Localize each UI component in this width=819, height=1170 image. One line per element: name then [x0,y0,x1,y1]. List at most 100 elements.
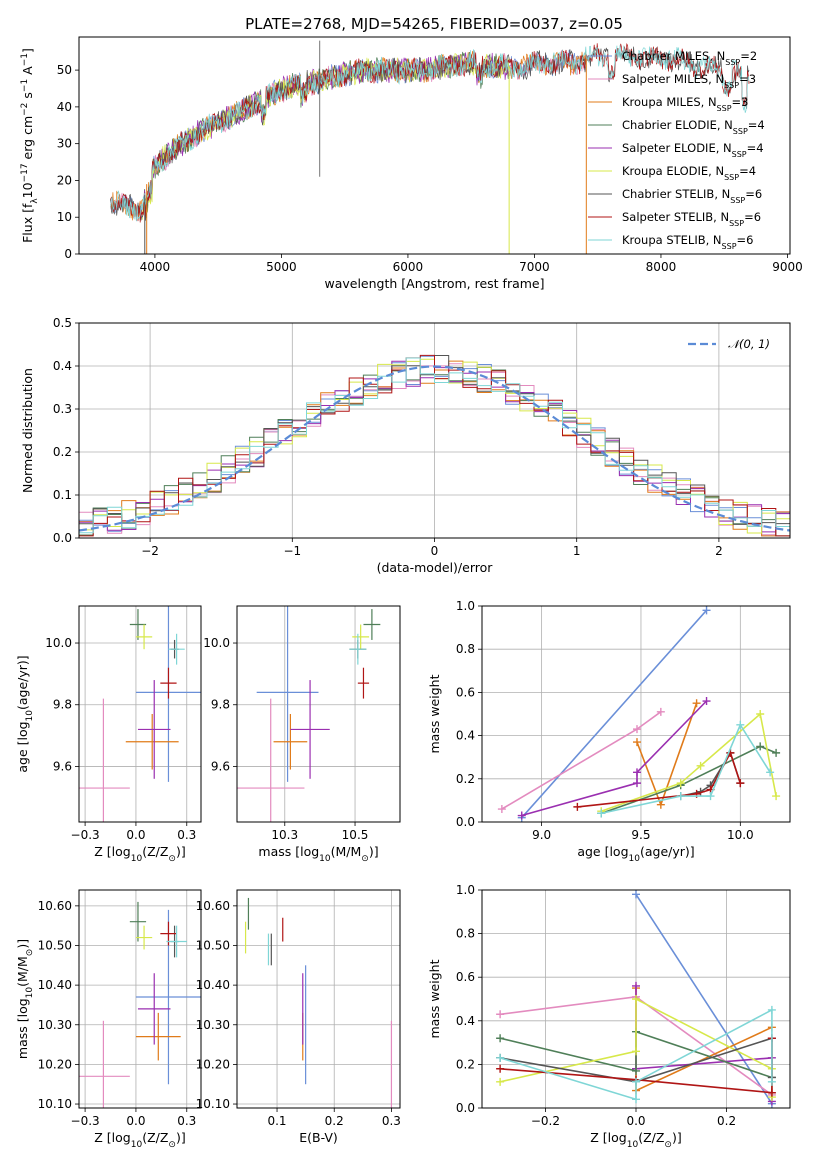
y-tick-label: 9.8 [53,698,72,712]
x-tick-label: 4000 [140,260,171,274]
y-tick-label: 0.2 [456,1057,475,1071]
legend-label-chabrier-elodie: Chabrier ELODIE, NSSP=4 [622,118,765,136]
y-tick-label: 10.10 [196,1097,230,1111]
errorbar-salpeter-stelib [160,667,177,699]
x-tick-label: 0 [431,544,439,558]
weight-marker [632,1047,640,1056]
errorbar-kroupa-miles [273,714,308,770]
y-tick-label: 10.30 [38,1018,72,1032]
x-tick-label: 0.0 [126,1114,145,1128]
y-tick-label: 0.1 [53,488,72,502]
x-tick-label: 0.3 [382,1114,401,1128]
weight-marker [772,748,781,757]
legend-label-kroupa-elodie: Kroupa ELODIE, NSSP=4 [622,164,756,182]
panel-residuals: 𝒩(0, 1) −2 −1 0 1 2 0.0 0.1 0.2 0.3 0.4 0.5 (data-mo… [20,316,791,575]
x-tick-label: 6000 [393,260,424,274]
errorbar-kroupa-elodie [135,925,153,950]
y-tick-label: 0.6 [456,970,475,984]
y-tick-label: 10.20 [196,1057,230,1071]
y-tick-label: 0.4 [456,729,475,743]
weight-marker [573,802,582,811]
plot-area-Z-age [79,606,201,822]
y-axis-label: Normed distribution [20,368,35,493]
y-axis-label: mass [log10(M/M⊙)] [15,939,35,1059]
weight-marker [632,981,640,990]
spectrum-line-kroupa-elodie [141,53,510,220]
weight-marker [656,800,665,809]
errorbar-salpeter-miles [79,1020,130,1108]
x-tick-label: 10.0 [727,828,754,842]
weight-marker [632,738,641,747]
axes-frame [481,605,791,823]
errorbar-kroupa-miles [125,714,179,770]
x-tick-label: 1 [573,544,581,558]
y-tick-label: 9.8 [211,698,230,712]
weight-marker [736,779,745,788]
x-axis-label: Z [log10(Z/Z⊙)] [94,844,185,864]
x-tick-label: 0.3 [177,1114,196,1128]
weight-marker [767,1005,776,1014]
errorbar-kroupa-stelib [349,633,367,665]
x-tick-label: −0.2 [531,1114,560,1128]
panel-spectrum: Chabrier MILES, NSSP=2 Salpeter MILES, NS… [20,36,803,291]
weight-marker [767,1077,776,1086]
y-tick-label: 10.50 [196,938,230,952]
errorbar-chabrier-miles [256,606,319,782]
legend-label-normal: 𝒩(0, 1) [728,337,770,351]
plot-area-Z-mass [79,901,201,1108]
plot-area-spectrum [110,40,750,254]
axes-frame [78,605,202,823]
x-tick-label: 2 [715,544,723,558]
weight-marker [597,809,606,818]
y-tick-label: 1.0 [456,883,475,897]
panel-Z-age: −0.3 0.0 0.3 9.6 9.8 10.0 Z [log10(Z/Z⊙)] age [… [15,605,202,864]
errorbar-salpeter-miles [79,698,130,822]
y-tick-label: 0.6 [456,685,475,699]
y-tick-label: 0.0 [456,1101,475,1115]
weight-marker [756,742,765,751]
panel-Z-weight: −0.2 0.0 0.2 0.0 0.2 0.4 0.6 0.8 1.0 Z [log10(Z/Z… [427,883,791,1150]
errorbar-kroupa-elodie [135,624,153,650]
y-tick-label: 9.6 [211,759,230,773]
errorbar-salpeter-stelib [357,667,370,699]
plot-area-Z-weight [496,890,776,1108]
weight-marker [496,1077,505,1086]
weight-series-salpeter-elodie [517,697,711,820]
panel-EBV-mass: 0.1 0.2 0.3 10.10 10.20 10.30 10.40 10.50 10.60 E… [196,889,401,1145]
y-tick-label: 40 [57,100,72,114]
weight-marker [632,779,641,788]
errorbar-salpeter-elodie [137,973,171,1045]
y-tick-label: 10.0 [45,636,72,650]
weight-series-chabrier-elodie [597,742,781,818]
y-axis-label: mass weight [427,674,442,753]
errorbar-kroupa-stelib [168,633,185,665]
y-tick-label: 0 [64,247,72,261]
weight-marker [656,707,665,716]
errorbar-chabrier-elodie [129,901,147,942]
plot-area-age-weight [497,606,781,822]
x-tick-label: 5000 [266,260,297,274]
y-tick-label: 0.8 [456,642,475,656]
x-tick-label: 0.0 [626,1114,645,1128]
panel-mass-age: 10.3 10.5 9.6 9.8 10.0 mass [log10(M/M⊙)] [203,605,401,864]
panel-Z-mass: −0.3 0.0 0.3 10.10 10.20 10.30 10.40 10.50 10.60… [15,889,202,1150]
weight-marker [696,761,705,770]
x-tick-label: 9000 [772,260,803,274]
plot-area-residuals [79,354,790,537]
y-tick-label: 0.4 [53,359,72,373]
weight-series-chabrier-miles [632,890,776,1108]
y-axis-label: mass weight [427,959,442,1038]
legend-label-kroupa-miles: Kroupa MILES, NSSP=3 [622,95,748,113]
errorbar-salpeter-elodie [290,680,330,779]
y-tick-label: 0.4 [456,1014,475,1028]
weight-marker [702,697,711,706]
plot-area-EBV-mass [244,897,393,1108]
weight-marker [632,995,640,1003]
weight-marker [632,725,641,734]
x-tick-label: −0.3 [71,828,100,842]
figure-title: PLATE=2768, MJD=54265, FIBERID=0037, z=0… [245,15,623,33]
weight-marker [632,1095,640,1104]
y-tick-label: 10.30 [196,1018,230,1032]
weight-marker [736,720,745,729]
y-tick-label: 10.40 [38,978,72,992]
